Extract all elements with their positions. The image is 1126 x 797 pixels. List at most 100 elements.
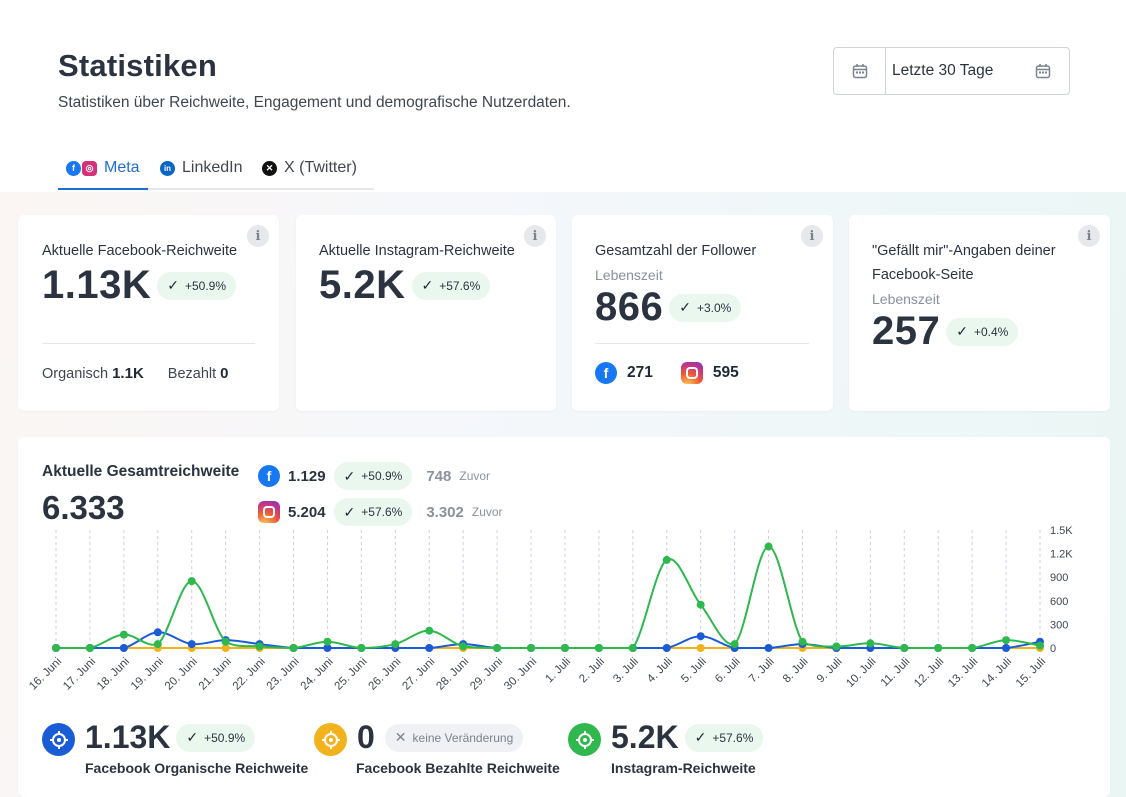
info-icon[interactable]: i: [524, 225, 546, 247]
check-icon: ✓: [421, 277, 434, 293]
legend-label: Instagram-Reichweite: [611, 760, 756, 776]
calendar-button[interactable]: [834, 48, 886, 94]
card-body: Aktuelle Instagram-Reichweite 5.2K ✓ +57.…: [319, 239, 515, 308]
card-body: Gesamtzahl der Follower Lebenszeit 866 ✓…: [595, 239, 756, 330]
instagram-icon: [680, 362, 703, 384]
x-tick-label: 9. Juli: [815, 656, 845, 686]
platform-tabs: f ◎ Meta in LinkedIn ✕ X (Twitter): [58, 148, 374, 190]
facebook-organic-point: [662, 644, 671, 652]
legend-text: 5.2K ✓ +57.6% Instagram-Reichweite: [611, 719, 764, 776]
instagram-reach-card: i Aktuelle Instagram-Reichweite 5.2K ✓ +5…: [296, 215, 556, 411]
x-tick-label: 6. Juli: [713, 656, 743, 686]
legend-facebook-paid[interactable]: 0 ✕ keine Veränderung Facebook Bezahlte R…: [314, 719, 560, 776]
facebook-followers: 271: [627, 364, 653, 381]
check-icon: ✓: [343, 503, 356, 520]
change-badge: ✓ +57.6%: [684, 723, 764, 752]
card-title: Aktuelle Instagram-Reichweite: [319, 243, 515, 259]
change-badge: ✓ +3.0%: [669, 293, 742, 322]
legend-value-row: 0 ✕ keine Veränderung: [357, 719, 560, 756]
paid-label: Bezahlt: [167, 366, 217, 382]
tab-label: LinkedIn: [182, 159, 243, 176]
facebook-reach-card: i Aktuelle Facebook-Reichweite 1.13K ✓ +5…: [18, 215, 279, 411]
instagram-point: [425, 626, 434, 635]
instagram-icon: [258, 501, 280, 523]
x-tick-label: 18. Juni: [95, 656, 132, 693]
tab-label: X (Twitter): [284, 159, 357, 176]
x-tick-label: 19. Juni: [129, 656, 166, 693]
divider: [595, 343, 809, 344]
instagram-point: [934, 644, 943, 652]
info-icon[interactable]: i: [247, 225, 269, 247]
tab-label: Meta: [104, 159, 140, 176]
facebook-paid-point: [221, 644, 230, 652]
change-value: +0.4%: [973, 324, 1009, 339]
facebook-organic-point: [323, 644, 332, 652]
x-tick-label: 24. Juni: [299, 656, 336, 693]
card-subtitle: Lebenszeit: [872, 291, 940, 307]
legend-text: 0 ✕ keine Veränderung Facebook Bezahlte R…: [356, 719, 560, 776]
change-value: +50.9%: [184, 278, 227, 293]
instagram-point: [594, 644, 603, 652]
legend-facebook-organic[interactable]: 1.13K ✓ +50.9% Facebook Organische Reichw…: [42, 719, 308, 776]
card-title: Gesamtzahl der Follower: [595, 243, 757, 259]
x-tick-label: 16. Juni: [27, 656, 64, 693]
facebook-organic-point: [187, 640, 196, 649]
instagram-point: [560, 644, 569, 652]
x-tick-label: 8. Juli: [781, 656, 811, 686]
instagram-point: [696, 600, 705, 609]
x-tick-label: 21. Juni: [197, 656, 234, 693]
legend-text: 1.13K ✓ +50.9% Facebook Organische Reichw…: [85, 719, 308, 776]
facebook-reach-value: 1.129: [288, 467, 326, 485]
x-tick-label: 28. Juni: [434, 656, 471, 693]
check-icon: ✓: [343, 467, 356, 484]
tab-meta[interactable]: f ◎ Meta: [58, 148, 148, 190]
paid-value: 0: [220, 365, 229, 382]
page-subtitle: Statistiken über Reichweite, Engagement …: [58, 94, 571, 111]
x-tick-label: 1. Juli: [543, 656, 573, 686]
legend-value: 0: [357, 719, 375, 755]
instagram-point: [1036, 641, 1044, 650]
info-icon[interactable]: i: [1078, 225, 1100, 247]
instagram-point: [764, 542, 773, 551]
tab-x-twitter[interactable]: ✕ X (Twitter): [254, 148, 374, 190]
facebook-icon: f: [66, 160, 81, 176]
x-tick-label: 15. Juli: [1014, 656, 1048, 690]
target-icon: [314, 723, 347, 756]
x-tick-label: 4. Juli: [645, 656, 675, 686]
y-tick-label: 600: [1050, 596, 1068, 608]
x-tick-label: 30. Juni: [502, 656, 539, 693]
organic-item: Organisch 1.1K: [42, 365, 144, 382]
y-tick-label: 900: [1050, 572, 1068, 584]
facebook-organic-point: [696, 632, 705, 641]
total-reach-card: Aktuelle Gesamtreichweite 6.333 f 1.129 …: [18, 437, 1110, 797]
check-icon: ✓: [167, 277, 179, 293]
x-tick-label: 25. Juni: [333, 656, 370, 693]
x-tick-label: 2. Juli: [577, 656, 607, 686]
card-value: 866: [595, 285, 664, 329]
y-tick-label: 1.2K: [1050, 549, 1073, 561]
instagram-line: [55, 545, 1041, 650]
y-tick-label: 1.5K: [1050, 525, 1073, 537]
x-icon: ✕: [394, 729, 407, 745]
calendar-icon: [1035, 64, 1051, 79]
change-badge: ✓ +57.6%: [333, 498, 413, 526]
instagram-point: [323, 637, 332, 646]
info-icon[interactable]: i: [801, 225, 823, 247]
facebook-organic-point: [119, 644, 128, 652]
date-range-field[interactable]: Letzte 30 Tage: [886, 48, 1069, 94]
date-range-picker[interactable]: Letzte 30 Tage: [833, 47, 1070, 95]
followers-card: i Gesamtzahl der Follower Lebenszeit 866…: [572, 215, 833, 411]
page-title: Statistiken: [58, 48, 217, 83]
card-value: 1.13K: [42, 263, 152, 307]
instagram-point: [187, 577, 196, 586]
x-tick-label: 14. Juli: [980, 656, 1014, 690]
page-likes-card: i "Gefällt mir"-Angaben deiner Facebook-…: [849, 215, 1110, 411]
legend-instagram[interactable]: 5.2K ✓ +57.6% Instagram-Reichweite: [568, 719, 764, 776]
calendar-icon: [852, 64, 867, 79]
change-value: +57.6%: [361, 505, 403, 519]
date-range-label: Letzte 30 Tage: [892, 62, 994, 79]
instagram-point: [357, 644, 366, 652]
instagram-point: [52, 644, 60, 652]
tab-linkedin[interactable]: in LinkedIn: [148, 148, 254, 190]
